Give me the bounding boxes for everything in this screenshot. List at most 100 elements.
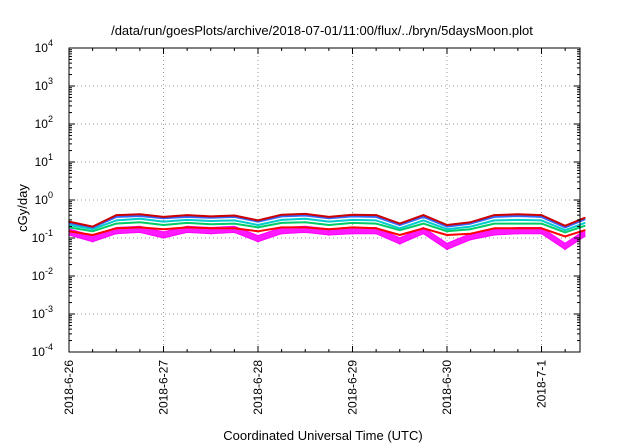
data-point (422, 214, 425, 216)
data-point (564, 235, 566, 238)
data-point (139, 226, 141, 229)
data-point (422, 227, 425, 230)
data-point (517, 227, 519, 230)
data-point (375, 222, 377, 225)
data-point (446, 234, 448, 236)
data-point (540, 222, 543, 225)
data-point (162, 220, 165, 223)
data-point (422, 216, 425, 218)
data-point (446, 248, 448, 251)
data-point (139, 213, 141, 216)
x-tick-label: 2018-6-30 (440, 360, 454, 415)
data-point (517, 215, 519, 217)
data-point (446, 225, 448, 228)
data-point (328, 217, 330, 220)
data-point (162, 224, 165, 226)
data-point (210, 232, 212, 235)
y-tick-label: 10-4 (32, 342, 53, 359)
data-point (564, 229, 566, 231)
data-point (304, 213, 307, 215)
data-point (493, 222, 496, 225)
data-point (115, 219, 118, 222)
data-point (422, 219, 425, 222)
data-point (115, 232, 118, 235)
data-point (584, 222, 586, 224)
data-point (540, 232, 543, 235)
data-point (399, 243, 401, 245)
data-point (584, 235, 586, 238)
x-tick-label: 2018-6-29 (346, 360, 360, 415)
y-tick-label: 102 (35, 114, 53, 131)
data-point (210, 227, 212, 230)
data-point (351, 226, 354, 229)
data-point (493, 227, 496, 230)
data-point (493, 219, 496, 222)
data-point (540, 216, 543, 218)
data-point (517, 213, 519, 216)
data-point (257, 224, 259, 226)
data-point (210, 215, 212, 218)
data-point (257, 219, 259, 222)
data-point (328, 220, 330, 223)
data-point (493, 214, 496, 216)
data-point (280, 213, 283, 216)
data-point (233, 222, 236, 225)
data-point (233, 231, 236, 234)
data-point (91, 225, 94, 228)
data-point (115, 222, 118, 225)
data-point (233, 227, 236, 230)
data-point (351, 219, 354, 221)
x-tick-label: 2018-6-27 (157, 360, 171, 415)
data-point (233, 214, 236, 217)
y-tick-label: 104 (35, 38, 53, 55)
data-point (210, 217, 212, 219)
data-point (162, 217, 165, 220)
y-tick-label: 10-2 (32, 266, 53, 283)
data-point (115, 214, 118, 216)
series-group (68, 212, 586, 251)
data-point (304, 214, 307, 217)
data-point (210, 223, 212, 226)
data-point (564, 248, 566, 251)
data-point (446, 228, 448, 230)
data-point (162, 228, 165, 230)
x-tick-label: 2018-7-1 (535, 360, 549, 408)
data-point (139, 231, 141, 234)
y-tick-label: 10-3 (32, 304, 53, 321)
chart-title: /data/run/goesPlots/archive/2018-07-01/1… (111, 23, 533, 38)
data-point (584, 225, 586, 227)
data-point (517, 232, 519, 235)
data-point (517, 219, 519, 221)
data-point (351, 222, 354, 224)
data-point (422, 232, 425, 235)
data-point (469, 221, 472, 223)
data-point (91, 240, 94, 243)
data-point (540, 219, 543, 222)
data-point (469, 225, 472, 228)
data-point (422, 222, 425, 225)
data-point (139, 215, 141, 217)
data-point (517, 222, 519, 225)
data-point (399, 229, 401, 231)
tick-marks (68, 47, 580, 353)
data-point (186, 222, 188, 224)
data-point (584, 217, 586, 219)
data-point (91, 230, 94, 233)
data-point (328, 216, 330, 218)
data-point (564, 226, 566, 229)
data-point (399, 222, 401, 225)
data-point (115, 227, 118, 230)
data-point (139, 221, 141, 223)
data-point (186, 214, 188, 216)
data-point (280, 226, 283, 229)
data-point (469, 232, 472, 235)
data-point (564, 231, 566, 234)
data-point (493, 234, 496, 236)
data-point (351, 215, 354, 218)
data-point (564, 225, 566, 227)
data-point (399, 224, 401, 226)
y-tick-label: 101 (35, 152, 53, 169)
data-point (399, 227, 401, 230)
data-point (304, 218, 307, 220)
data-point (375, 227, 377, 230)
